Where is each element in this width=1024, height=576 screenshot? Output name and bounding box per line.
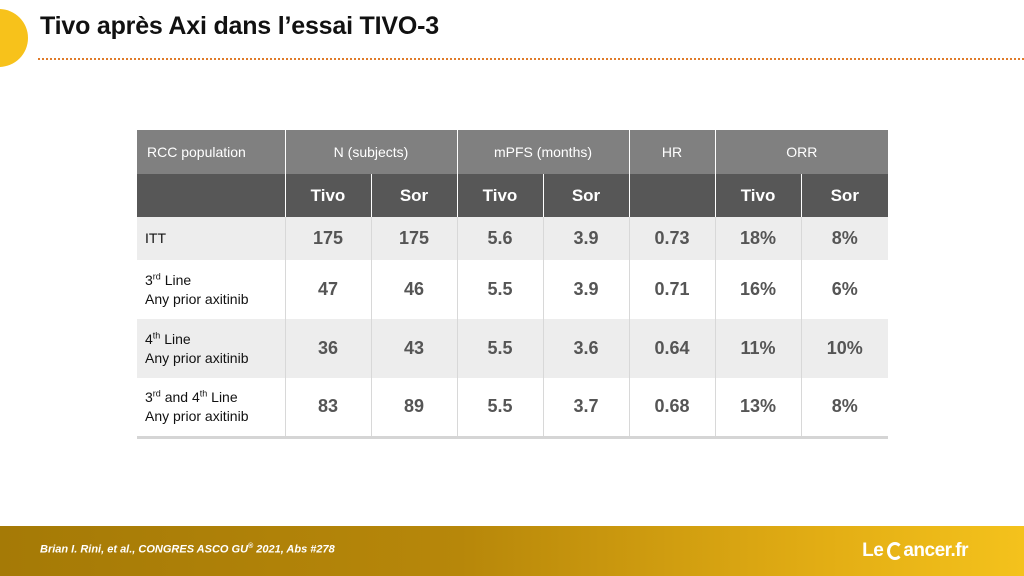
subheader-mpfs-sor: Sor bbox=[543, 174, 630, 217]
cell-mpfs-tivo: 5.5 bbox=[457, 260, 544, 319]
cell-mpfs-sor: 3.9 bbox=[543, 217, 630, 260]
header-row-arms: Tivo Sor Tivo Sor Tivo Sor bbox=[137, 174, 889, 217]
header-orr: ORR bbox=[715, 130, 889, 174]
header-hr: HR bbox=[629, 130, 716, 174]
row-label: 3rd and 4th Line Any prior axitinib bbox=[137, 378, 286, 439]
cell-orr-tivo: 11% bbox=[715, 319, 802, 378]
row-label: 4th Line Any prior axitinib bbox=[137, 319, 286, 378]
cell-n-sor: 89 bbox=[371, 378, 458, 439]
results-table: RCC population N (subjects) mPFS (months… bbox=[137, 130, 889, 439]
table-row: ITT 175 175 5.6 3.9 0.73 18% 8% bbox=[137, 217, 889, 260]
cell-orr-tivo: 13% bbox=[715, 378, 802, 439]
title-divider bbox=[38, 58, 1024, 60]
cell-orr-sor: 6% bbox=[831, 279, 858, 299]
cell-mpfs-sor: 3.7 bbox=[543, 378, 630, 439]
citation: Brian I. Rini, et al., CONGRES ASCO GU® … bbox=[40, 543, 335, 556]
cell-mpfs-tivo: 5.6 bbox=[457, 217, 544, 260]
le-cancer-logo: Le ancer.fr bbox=[862, 540, 968, 561]
cell-mpfs-sor: 3.6 bbox=[543, 319, 630, 378]
cell-orr-sor: 10% bbox=[801, 319, 889, 378]
subheader-hr-empty bbox=[629, 174, 716, 217]
subheader-n-sor: Sor bbox=[371, 174, 458, 217]
row-label: 3rd Line Any prior axitinib bbox=[137, 260, 286, 319]
cell-mpfs-tivo: 5.5 bbox=[457, 378, 544, 439]
cell-orr-tivo: 16% bbox=[715, 260, 802, 319]
row-label: ITT bbox=[137, 217, 286, 260]
cell-n-tivo: 36 bbox=[285, 319, 372, 378]
table-row: 3rd Line Any prior axitinib 47 46 5.5 3.9… bbox=[137, 260, 888, 319]
slide-title: Tivo après Axi dans l’essai TIVO-3 bbox=[40, 12, 439, 40]
cell-orr-sor: 8% bbox=[801, 378, 889, 439]
subheader-mpfs-tivo: Tivo bbox=[457, 174, 544, 217]
cell-hr: 0.64 bbox=[629, 319, 716, 378]
cell-n-tivo: 83 bbox=[285, 378, 372, 439]
header-rcc-population: RCC population bbox=[137, 130, 286, 174]
decorative-circle bbox=[0, 9, 28, 67]
subheader-orr-sor: Sor bbox=[801, 174, 889, 217]
header-row-groups: RCC population N (subjects) mPFS (months… bbox=[137, 130, 889, 174]
logo-c-icon bbox=[887, 542, 904, 560]
cell-hr: 0.73 bbox=[629, 217, 716, 260]
cell-n-tivo: 47 bbox=[285, 260, 372, 319]
table-row: 3rd and 4th Line Any prior axitinib 83 89… bbox=[137, 378, 889, 439]
header-n-subjects: N (subjects) bbox=[285, 130, 458, 174]
cell-n-tivo: 175 bbox=[285, 217, 372, 260]
cell-hr: 0.68 bbox=[629, 378, 716, 439]
subheader-orr-tivo: Tivo bbox=[715, 174, 802, 217]
cell-mpfs-tivo: 5.5 bbox=[457, 319, 544, 378]
cell-hr: 0.71 bbox=[629, 260, 716, 319]
cell-orr-sor: 8% bbox=[801, 217, 889, 260]
cell-orr-tivo: 18% bbox=[715, 217, 802, 260]
cell-n-sor: 175 bbox=[371, 217, 458, 260]
cell-n-sor: 46 bbox=[371, 260, 458, 319]
header-mpfs: mPFS (months) bbox=[457, 130, 630, 174]
subheader-n-tivo: Tivo bbox=[285, 174, 372, 217]
cell-mpfs-sor: 3.9 bbox=[543, 260, 630, 319]
table-row: 4th Line Any prior axitinib 36 43 5.5 3.6… bbox=[137, 319, 889, 378]
subheader-empty bbox=[137, 174, 286, 217]
footer-band: Brian I. Rini, et al., CONGRES ASCO GU® … bbox=[0, 526, 1024, 576]
cell-n-sor: 43 bbox=[371, 319, 458, 378]
